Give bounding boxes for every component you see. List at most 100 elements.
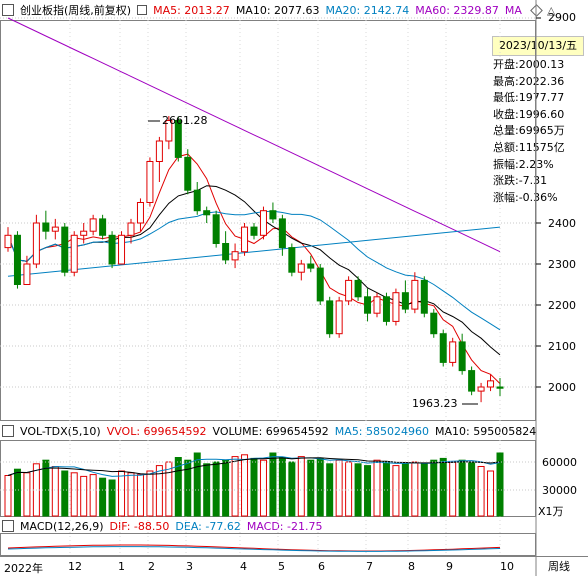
candle-body bbox=[42, 222, 50, 232]
volume-bar bbox=[127, 472, 135, 517]
candle-body bbox=[174, 120, 182, 158]
candle-body bbox=[449, 341, 457, 363]
volume-label: VOLUME: 699654592 bbox=[212, 424, 329, 438]
candle-body bbox=[136, 202, 144, 224]
candle-body bbox=[118, 234, 126, 265]
candle-body bbox=[411, 279, 419, 310]
volume-bar bbox=[316, 457, 324, 517]
volume-bar bbox=[70, 472, 78, 517]
volume-bar bbox=[345, 461, 353, 517]
up-chevron-icon[interactable]: △ bbox=[546, 3, 556, 17]
candle-body bbox=[297, 263, 305, 273]
volume-bar bbox=[487, 470, 495, 517]
xlabel-9: 9 bbox=[446, 560, 453, 573]
candle-body bbox=[364, 296, 372, 314]
ytick-2300: 2300 bbox=[548, 258, 576, 271]
vol-ma5-label: MA5: 585024960 bbox=[334, 424, 430, 438]
candle-body bbox=[382, 296, 390, 322]
volume-bar bbox=[99, 477, 107, 517]
ytick-2000: 2000 bbox=[548, 381, 576, 394]
info-high: 最高:2022.36 bbox=[493, 74, 565, 88]
volume-bar bbox=[468, 461, 476, 517]
ytick-2900: 2900 bbox=[548, 11, 576, 24]
info-low: 最低:1977.77 bbox=[493, 91, 565, 105]
info-date: 2023/10/13/五 bbox=[492, 36, 584, 56]
xlabel-2: 2 bbox=[148, 560, 155, 573]
volume-bar bbox=[193, 452, 201, 517]
xlabel-6: 6 bbox=[318, 560, 325, 573]
volume-bar bbox=[42, 459, 50, 517]
volume-bar bbox=[335, 459, 343, 517]
xlabel-8: 8 bbox=[408, 560, 415, 573]
ma10-label: MA10: 2077.63 bbox=[235, 3, 320, 17]
volume-bar bbox=[392, 465, 400, 517]
volume-bar bbox=[496, 452, 504, 517]
macd-value-label: MACD: -21.75 bbox=[246, 519, 323, 533]
ytick-2100: 2100 bbox=[548, 340, 576, 353]
volume-bar bbox=[89, 474, 97, 517]
vol-ma10-line bbox=[7, 457, 501, 476]
candle-body bbox=[487, 380, 495, 388]
xlabel-10: 10 bbox=[500, 560, 514, 573]
period-label[interactable]: 周线 bbox=[548, 560, 570, 573]
candle-body bbox=[420, 279, 428, 314]
candle-body bbox=[458, 341, 466, 372]
dea-label: DEA: -77.62 bbox=[175, 519, 241, 533]
volume-bar bbox=[51, 466, 59, 517]
info-close: 收盘:1996.60 bbox=[493, 107, 565, 121]
xlabel-4: 4 bbox=[240, 560, 247, 573]
ma20-label: MA20: 2142.74 bbox=[325, 3, 410, 17]
candle-body bbox=[23, 263, 31, 285]
macd-dif-line bbox=[7, 544, 501, 552]
volume-bar bbox=[118, 470, 126, 517]
trend-line bbox=[7, 226, 501, 277]
chart-title: 创业板指(周线,前复权) bbox=[20, 4, 132, 17]
volume-bar bbox=[449, 461, 457, 517]
volume-bar bbox=[108, 479, 116, 517]
settings-square-icon[interactable] bbox=[137, 5, 148, 15]
volume-bar bbox=[373, 459, 381, 517]
info-change: 涨跌:-7.31 bbox=[493, 174, 548, 188]
candle-body bbox=[184, 156, 192, 191]
volume-bar bbox=[382, 461, 390, 517]
candle-body bbox=[373, 296, 381, 314]
candle-body bbox=[345, 279, 353, 302]
candle-body bbox=[80, 230, 88, 236]
candle-body bbox=[326, 300, 334, 335]
volume-collapse-icon[interactable] bbox=[2, 425, 14, 437]
ma60-label: MA60: 2329.87 bbox=[415, 3, 499, 17]
candle-body bbox=[231, 251, 239, 261]
candle-body bbox=[193, 189, 201, 212]
volume-bar bbox=[13, 468, 21, 517]
candle-body bbox=[146, 161, 154, 203]
ma-line-ma60 bbox=[7, 17, 501, 253]
vol-ma10-label: MA10: 595005824 bbox=[435, 424, 537, 438]
candle-body bbox=[61, 226, 69, 273]
candle-body bbox=[155, 140, 163, 162]
candle-body bbox=[32, 222, 40, 265]
xlabel-5: 5 bbox=[278, 560, 285, 573]
candle-body bbox=[108, 234, 116, 265]
volume-bar bbox=[411, 461, 419, 517]
volume-bar bbox=[231, 456, 239, 517]
ma-line-ma10 bbox=[7, 185, 501, 356]
volume-bar bbox=[203, 463, 211, 517]
volume-bar bbox=[174, 457, 182, 517]
macd-collapse-icon[interactable] bbox=[2, 520, 14, 532]
candle-body bbox=[4, 234, 12, 249]
main-legend: 创业板指(周线,前复权) MA5: 2013.27 MA10: 2077.63 … bbox=[0, 0, 561, 20]
macd-title: MACD(12,26,9) bbox=[20, 519, 104, 533]
volume-bar bbox=[80, 475, 88, 517]
macd-dea-line bbox=[7, 546, 501, 552]
candle-body bbox=[269, 210, 277, 220]
candle-body bbox=[250, 226, 258, 236]
info-amount: 总额:11575亿 bbox=[493, 140, 565, 154]
collapse-icon[interactable] bbox=[2, 4, 14, 16]
volume-title: VOL-TDX(5,10) bbox=[20, 424, 101, 438]
volume-bar bbox=[212, 461, 220, 517]
candle-body bbox=[496, 386, 504, 389]
candle-body bbox=[165, 120, 173, 142]
volume-bar bbox=[269, 452, 277, 517]
candle-body bbox=[127, 222, 135, 236]
